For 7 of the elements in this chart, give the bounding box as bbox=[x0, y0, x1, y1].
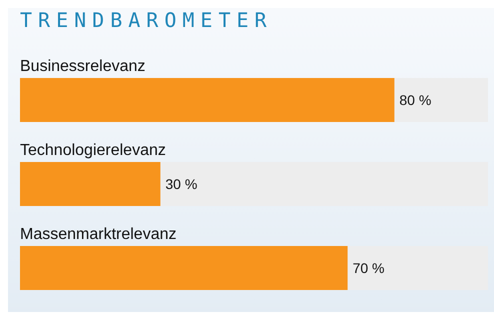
y-tick-label: Technologierelevanz bbox=[20, 142, 166, 159]
data-label: 70 % bbox=[352, 260, 385, 276]
data-label: 30 % bbox=[165, 176, 198, 192]
y-tick-label: Businessrelevanz bbox=[20, 58, 146, 75]
data-label: 80 % bbox=[399, 92, 432, 108]
y-tick-label: Massenmarktrelevanz bbox=[20, 226, 176, 243]
chart-title: TRENDBAROMETER bbox=[20, 8, 273, 32]
